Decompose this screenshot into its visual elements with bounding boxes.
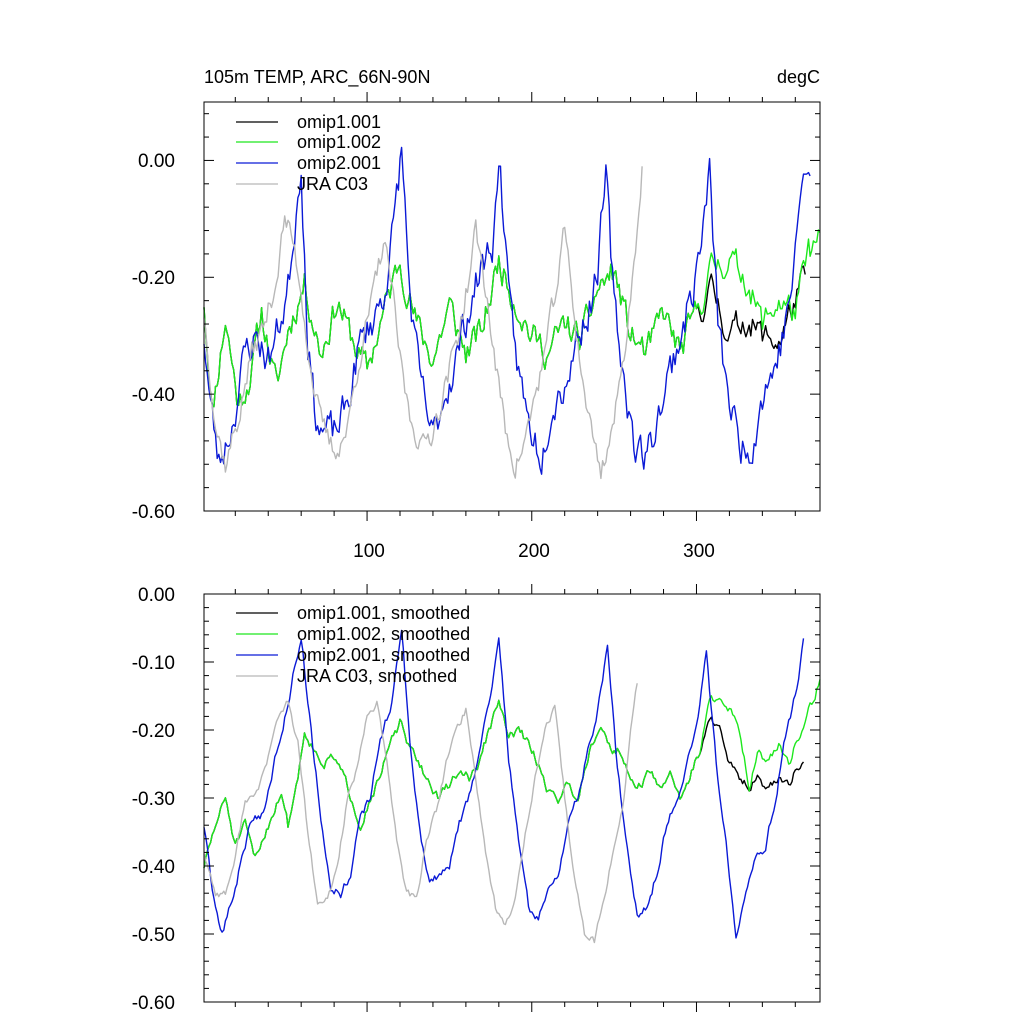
legend-label-omip1-001-smoothed: omip1.001, smoothed xyxy=(297,603,470,623)
panel-top-ytick-label: -0.20 xyxy=(132,268,175,289)
legend-label-jra-c03: JRA C03 xyxy=(297,174,368,194)
panel-top-frame xyxy=(203,101,821,512)
panel-bottom-ytick-label: -0.10 xyxy=(132,653,175,674)
panel-bottom-ytick-label: 0.00 xyxy=(138,585,175,606)
panel-bottom-ytick-label: -0.30 xyxy=(132,789,175,810)
panel-top-plot-area xyxy=(203,146,821,480)
panel-top-ticks xyxy=(204,92,820,521)
legend-label-jra-c03-smoothed: JRA C03, smoothed xyxy=(297,666,457,686)
panel-top-xtick-label: 300 xyxy=(683,541,715,562)
panel-top-ytick-label: -0.60 xyxy=(132,502,175,523)
series-line-omip1-001 xyxy=(203,255,806,408)
panel-top-ytick-label: -0.40 xyxy=(132,385,175,406)
panel-bottom-ytick-label: -0.20 xyxy=(132,721,175,742)
panel-top-legend: omip1.001 omip1.002 omip2.001 JRA C03 xyxy=(236,112,381,194)
panel-bottom: 0.00 -0.10 -0.20 -0.30 -0.40 -0.50 -0.60… xyxy=(132,584,821,1014)
legend-label-omip1-002: omip1.002 xyxy=(297,132,381,152)
series-line-omip2-001 xyxy=(203,146,811,475)
panel-top-xtick-label: 100 xyxy=(353,541,385,562)
panel-bottom-ticks xyxy=(204,584,820,1012)
legend-label-omip1-001: omip1.001 xyxy=(297,112,381,132)
panel-bottom-ytick-label: -0.40 xyxy=(132,857,175,878)
series-line-jra-c03-smoothed xyxy=(203,683,638,944)
panel-bottom-legend: omip1.001, smoothed omip1.002, smoothed … xyxy=(236,603,470,686)
panel-top-xtick-label: 200 xyxy=(518,541,550,562)
legend-label-omip2-001: omip2.001 xyxy=(297,153,381,173)
panel-top-ytick-label: 0.00 xyxy=(138,151,175,172)
panel-top: 105m TEMP, ARC_66N-90N degC 0.00 -0.20 -… xyxy=(132,67,821,562)
legend-label-omip2-001-smoothed: omip2.001, smoothed xyxy=(297,645,470,665)
panel-bottom-ytick-label: -0.60 xyxy=(132,993,175,1014)
series-line-omip2-001-smoothed xyxy=(203,629,805,939)
series-line-omip1-002-smoothed xyxy=(203,679,821,869)
panel-bottom-ytick-label: -0.50 xyxy=(132,925,175,946)
panel-top-units: degC xyxy=(777,67,820,87)
panel-bottom-plot-area xyxy=(203,629,821,944)
panel-top-title: 105m TEMP, ARC_66N-90N xyxy=(204,67,430,88)
series-line-omip1-002 xyxy=(203,229,821,408)
legend-label-omip1-002-smoothed: omip1.002, smoothed xyxy=(297,624,470,644)
series-line-jra-c03 xyxy=(203,166,643,480)
